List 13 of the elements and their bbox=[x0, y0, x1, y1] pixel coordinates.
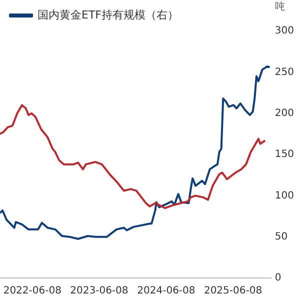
x-tick-label: 2022-06-08 bbox=[3, 286, 62, 297]
y-tick-label: 100 bbox=[274, 190, 294, 202]
legend-label: 国内黄金ETF持有规模（右） bbox=[38, 8, 178, 22]
y-tick-label: 150 bbox=[274, 149, 294, 160]
x-tick-label: 2025-06-08 bbox=[204, 286, 262, 297]
y-tick-label: 200 bbox=[274, 108, 294, 119]
y-tick-label: 50 bbox=[274, 231, 288, 242]
y-tick-label: 0 bbox=[274, 272, 282, 284]
x-tick-label: 2024-06-08 bbox=[137, 286, 196, 297]
y-axis-title: 吨 bbox=[274, 0, 285, 13]
x-tick-label: 2023-06-08 bbox=[70, 286, 128, 297]
y-tick-label: 300 bbox=[274, 26, 294, 37]
y-tick-label: 250 bbox=[274, 66, 294, 78]
